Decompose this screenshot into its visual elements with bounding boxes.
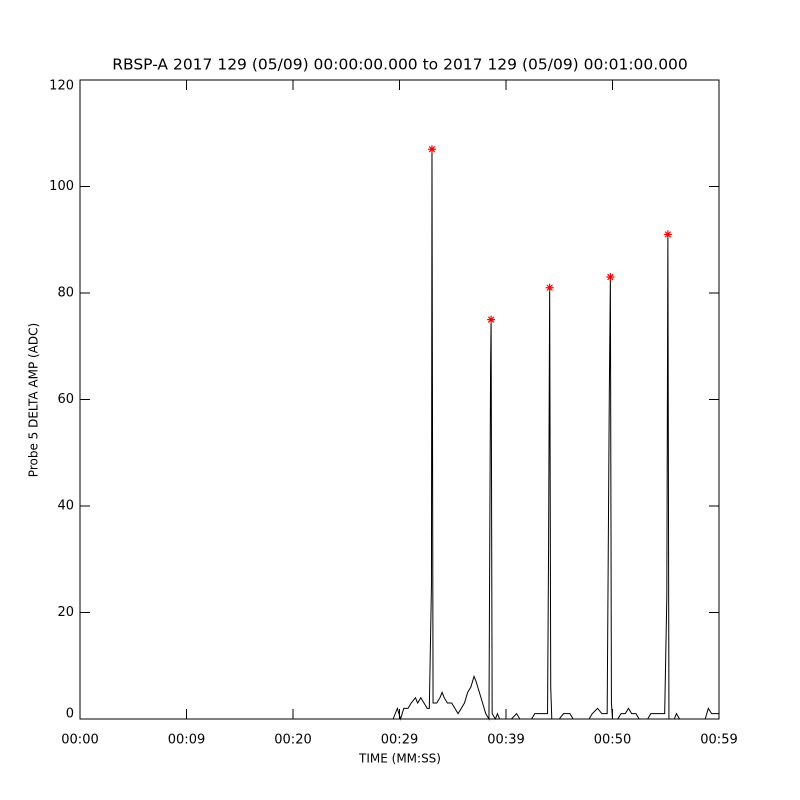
x-tick-label: 00:39 [487,733,524,748]
y-tick-label: 0 [66,707,74,722]
y-tick-label: 20 [57,605,74,620]
peak-marker [487,315,496,324]
y-tick-label: 60 [57,392,74,407]
data-line [392,149,719,721]
y-axis-label: Probe 5 DELTA AMP (ADC) [27,323,41,477]
x-tick-label: 00:20 [274,733,311,748]
y-tick-label: 80 [57,286,74,301]
peak-marker [606,273,615,282]
chart-title: RBSP-A 2017 129 (05/09) 00:00:00.000 to … [112,56,688,74]
x-tick-label: 00:09 [168,733,205,748]
x-axis-label: TIME (MM:SS) [358,752,441,766]
peak-marker [663,230,672,239]
peak-marker [427,145,436,154]
x-tick-label: 00:50 [594,733,631,748]
x-tick-label: 00:29 [381,733,418,748]
x-tick-label: 00:00 [61,733,98,748]
peak-marker [545,283,554,292]
y-tick-label: 100 [49,179,74,194]
y-tick-label: 120 [49,79,74,94]
y-tick-label: 40 [57,499,74,514]
x-tick-label: 00:59 [700,733,737,748]
